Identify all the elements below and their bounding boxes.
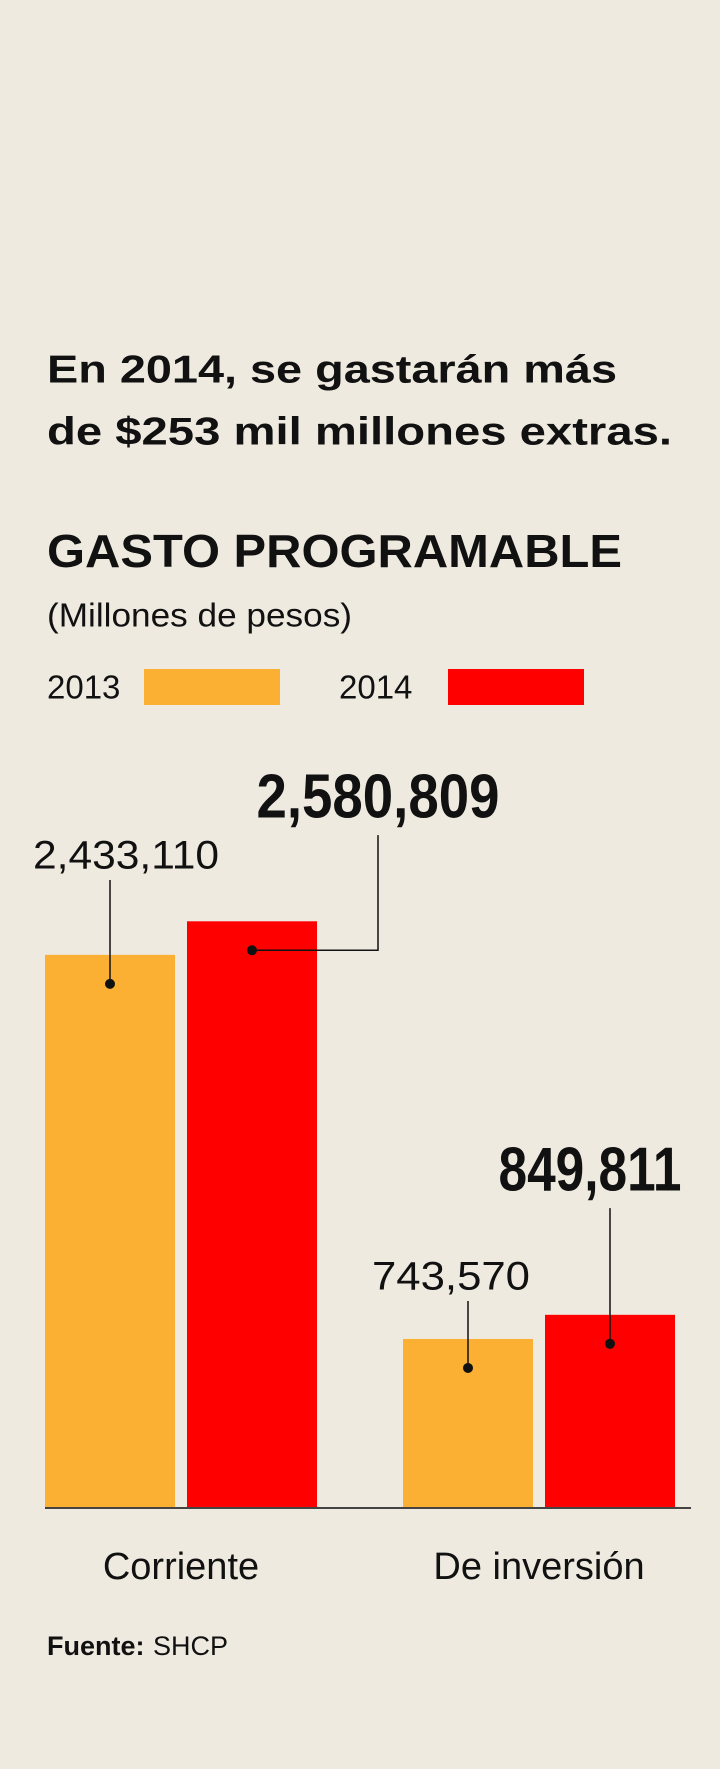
leader-dot <box>105 978 115 989</box>
legend-label: 2014 <box>339 669 412 706</box>
bar <box>187 921 317 1508</box>
leader-dot <box>247 945 257 956</box>
legend-label: 2013 <box>47 669 120 706</box>
chart-subtitle: (Millones de pesos) <box>47 597 352 634</box>
source: SHCP <box>153 1631 228 1661</box>
legend-swatch <box>144 669 280 705</box>
leader-dot <box>605 1338 615 1349</box>
leader-dot <box>463 1362 473 1373</box>
legend-swatch <box>448 669 584 705</box>
chart-title: GASTO PROGRAMABLE <box>47 525 622 577</box>
headline: En 2014, se gastarán más <box>47 348 617 391</box>
value-label: 2,433,110 <box>33 834 219 878</box>
x-tick-label: De inversión <box>433 1546 644 1588</box>
leader-line <box>252 835 379 952</box>
x-tick-label: Corriente <box>103 1546 259 1588</box>
source-label: Fuente: <box>47 1631 145 1661</box>
value-label: 849,811 <box>499 1135 682 1204</box>
headline: de $253 mil millones extras. <box>47 410 672 453</box>
bar <box>45 954 175 1508</box>
value-label: 2,580,809 <box>257 762 500 831</box>
value-label: 743,570 <box>372 1255 530 1299</box>
